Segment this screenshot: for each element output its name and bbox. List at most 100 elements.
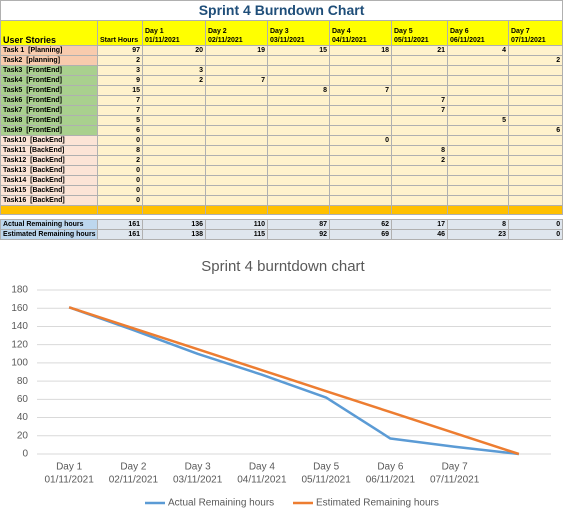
cell	[142, 175, 206, 186]
header-line: 04/11/2021	[332, 37, 367, 44]
cell	[205, 195, 268, 206]
cell	[507, 195, 564, 206]
x-tick-label: 07/11/2021	[430, 475, 480, 486]
cell	[329, 55, 392, 66]
cell	[507, 45, 564, 56]
cell: 21	[391, 45, 448, 56]
cell	[507, 175, 564, 186]
header-line: 07/11/2021	[511, 37, 546, 44]
header-cell: User Stories	[0, 20, 98, 46]
task-row: Task13 [BackEnd] 0	[0, 165, 564, 176]
cell	[142, 95, 206, 106]
x-tick-label: Day 4	[249, 462, 276, 473]
row-label: Task7 [FrontEnd]	[0, 105, 98, 116]
row-label: Task16 [BackEnd]	[0, 195, 98, 206]
cell	[391, 135, 448, 146]
cell: 7	[329, 85, 392, 96]
cell: 5	[447, 115, 509, 126]
cell	[142, 85, 206, 96]
header-cell: Day 4 04/11/2021	[329, 20, 392, 46]
cell	[97, 205, 143, 215]
cell: 2	[142, 75, 206, 86]
cell	[391, 115, 448, 126]
task-row: Task7 [FrontEnd] 7 7	[0, 105, 564, 116]
cell	[205, 155, 268, 166]
cell	[447, 185, 509, 196]
header-line: Day 3	[270, 28, 289, 35]
row-label: Task 1 [Planning]	[0, 45, 98, 56]
header-cell: Day 7 07/11/2021	[507, 20, 564, 46]
cell: 0	[97, 175, 143, 186]
x-tick-label: Day 3	[185, 462, 212, 473]
x-tick-label: 04/11/2021	[237, 475, 287, 486]
cell	[507, 115, 564, 126]
cell	[329, 95, 392, 106]
row-label: Task11 [BackEnd]	[0, 145, 98, 156]
cell: 6	[97, 125, 143, 136]
task-row: Task10 [BackEnd] 0 0	[0, 135, 564, 146]
x-tick-label: 01/11/2021	[44, 475, 94, 486]
summary-row: Actual Remaining hours 161 136 110 87 62 17 8 0	[0, 219, 564, 230]
cell	[447, 75, 509, 86]
cell	[267, 135, 330, 146]
cell	[507, 85, 564, 96]
y-tick-label: 20	[17, 430, 29, 441]
cell	[329, 75, 392, 86]
table-title: Sprint 4 Burndown Chart	[0, 0, 564, 21]
header-line: 01/11/2021	[145, 37, 180, 44]
cell	[267, 165, 330, 176]
cell	[142, 135, 206, 146]
cell	[507, 145, 564, 156]
cell	[267, 95, 330, 106]
header-line: 05/11/2021	[394, 37, 429, 44]
header-line: Day 7	[511, 28, 530, 35]
header-cell: Day 3 03/11/2021	[267, 20, 330, 46]
cell	[507, 165, 564, 176]
row-label: Task10 [BackEnd]	[0, 135, 98, 146]
cell	[97, 214, 143, 220]
cell: 110	[205, 219, 268, 230]
cell: 7	[205, 75, 268, 86]
cell	[447, 125, 509, 136]
row-label: Task4 [FrontEnd]	[0, 75, 98, 86]
cell: 9	[97, 75, 143, 86]
x-tick-label: 03/11/2021	[173, 475, 223, 486]
cell	[329, 175, 392, 186]
cell	[205, 55, 268, 66]
cell	[142, 145, 206, 156]
cell	[267, 115, 330, 126]
cell	[142, 205, 206, 215]
cell	[329, 165, 392, 176]
header-cell: Day 6 06/11/2021	[447, 20, 509, 46]
cell	[507, 65, 564, 76]
row-label: Task13 [BackEnd]	[0, 165, 98, 176]
y-tick-label: 100	[11, 358, 28, 369]
row-label: Task2 [planning]	[0, 55, 98, 66]
cell: 15	[97, 85, 143, 96]
cell	[447, 105, 509, 116]
cell	[329, 214, 392, 220]
y-tick-label: 0	[22, 449, 28, 460]
cell	[447, 195, 509, 206]
cell	[267, 185, 330, 196]
row-label: Task6 [FrontEnd]	[0, 95, 98, 106]
task-row: Task 1 [Planning] 97 20 19 15 18 21 4	[0, 45, 564, 56]
cell	[142, 105, 206, 116]
x-tick-label: Day 1	[56, 462, 83, 473]
cell	[329, 145, 392, 156]
cell: 97	[97, 45, 143, 56]
series-line	[68, 306, 520, 456]
cell: 20	[142, 45, 206, 56]
task-row: Task11 [BackEnd] 8 8	[0, 145, 564, 156]
cell: 138	[142, 229, 206, 240]
gap-row	[0, 214, 563, 220]
cell	[267, 145, 330, 156]
cell: 18	[329, 45, 392, 56]
header-cell: Day 1 01/11/2021	[142, 20, 206, 46]
cell	[507, 155, 564, 166]
cell	[205, 115, 268, 126]
row-label: Estimated Remaining hours	[0, 229, 98, 240]
cell	[391, 205, 448, 215]
header-line: Day 1	[145, 28, 164, 35]
